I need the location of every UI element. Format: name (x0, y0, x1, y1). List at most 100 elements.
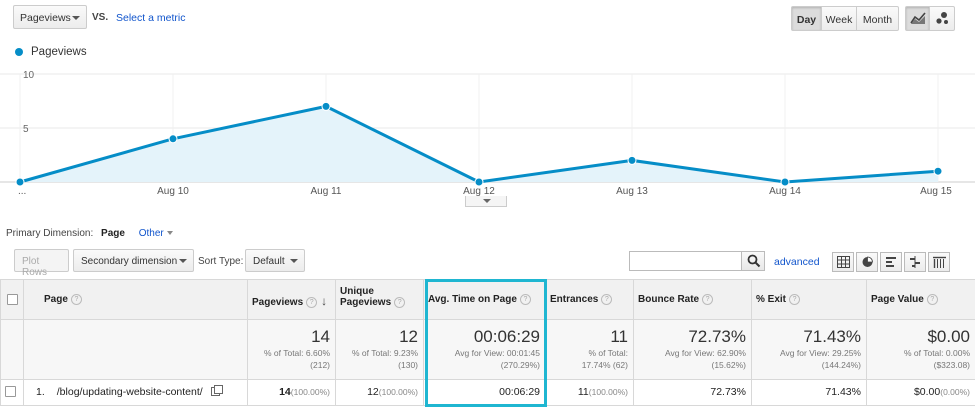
chevron-down-icon (179, 259, 187, 263)
header-page[interactable]: Page? (23, 279, 248, 320)
row-exit: 71.43% (751, 379, 867, 406)
row-value: 00:06:29 (499, 386, 540, 398)
row-value: $0.00 (913, 386, 941, 398)
data-point (627, 155, 637, 165)
total-sub: (270.29%) (500, 360, 540, 370)
header-unique-pageviews[interactable]: Unique Pageviews? (335, 279, 424, 320)
data-point (168, 134, 178, 144)
help-icon[interactable]: ? (70, 294, 82, 305)
header-unique-label-line1: Unique (340, 286, 374, 297)
totals-empty-cell (23, 319, 248, 380)
series-area (20, 106, 938, 182)
sort-type-label: Sort Type: (198, 256, 244, 267)
period-week-button[interactable]: Week (821, 6, 857, 31)
dimension-page-option[interactable]: Page (101, 228, 125, 239)
help-icon[interactable]: ? (926, 294, 938, 305)
row-index: 1. (36, 386, 45, 398)
search-button[interactable] (741, 251, 765, 271)
total-value: 71.43% (803, 327, 861, 346)
help-icon[interactable]: ? (306, 296, 318, 308)
header-exit-label: % Exit (756, 294, 787, 306)
row-checkbox-cell (0, 379, 24, 406)
metric-dropdown[interactable]: Pageviews (13, 5, 87, 29)
help-icon[interactable]: ? (601, 294, 613, 305)
pivot-icon (933, 256, 946, 268)
header-page-value[interactable]: Page Value? (866, 279, 975, 320)
table-search-input[interactable] (629, 251, 742, 271)
data-point (474, 177, 484, 187)
header-avg-time[interactable]: Avg. Time on Page? (423, 279, 546, 320)
y-tick-label: 5 (23, 124, 29, 135)
x-tick-label: ... (18, 186, 26, 197)
grid-icon (837, 256, 850, 268)
header-pageviews[interactable]: Pageviews? ↓ (247, 279, 336, 320)
row-unique-pageviews: 12(100.00%) (335, 379, 424, 406)
select-metric-link[interactable]: Select a metric (116, 12, 186, 24)
header-bounce-rate[interactable]: Bounce Rate? (633, 279, 752, 320)
table-view-button[interactable] (832, 252, 854, 272)
x-tick-label: Aug 11 (311, 186, 342, 197)
header-entrances[interactable]: Entrances? (545, 279, 634, 320)
help-icon[interactable]: ? (702, 294, 714, 305)
chevron-down-icon (483, 199, 491, 203)
total-entrances: 11 % of Total: 17.74% (62) (545, 319, 634, 380)
row-page-link[interactable]: /blog/updating-website-content/ (56, 386, 203, 398)
total-avg-time: 00:06:29 Avg for View: 00:01:45 (270.29%) (423, 319, 546, 380)
motion-chart-button[interactable] (929, 6, 955, 31)
metric-dropdown-label: Pageviews (20, 12, 71, 24)
data-point (780, 177, 790, 187)
row-pct: (100.00%) (378, 387, 418, 397)
percentage-view-button[interactable] (856, 252, 878, 272)
total-sub: Avg for View: 00:01:45 (454, 348, 540, 358)
totals-row: 14 % of Total: 6.60% (212) 12 % of Total: 9… (0, 319, 975, 380)
total-sub: (15.62%) (711, 360, 747, 370)
header-page-label: Page (44, 294, 68, 306)
total-sub: % of Total: 9.23% (352, 348, 418, 358)
total-page-value: $0.00 % of Total: 0.00% ($323.08) (866, 319, 975, 380)
data-point (933, 166, 943, 176)
total-value: 11 (610, 327, 628, 346)
select-all-cell (0, 279, 24, 320)
row-value: 14 (279, 386, 291, 398)
chevron-down-icon (72, 16, 80, 20)
advanced-filter-link[interactable]: advanced (774, 256, 820, 268)
pageviews-line-chart: 5 10... Aug 10 Aug 11 Aug 12 Aug 13 Aug 14 Aug … (0, 70, 975, 197)
pivot-view-button[interactable] (928, 252, 950, 272)
period-day-button[interactable]: Day (791, 6, 822, 31)
total-value: $0.00 (927, 327, 970, 346)
period-month-button[interactable]: Month (856, 6, 899, 31)
select-all-checkbox[interactable] (7, 294, 18, 305)
performance-view-button[interactable] (880, 252, 902, 272)
row-checkbox[interactable] (5, 386, 16, 397)
x-tick-label: Aug 15 (920, 186, 952, 197)
external-link-icon[interactable] (210, 385, 223, 396)
header-entrances-label: Entrances (550, 294, 599, 306)
secondary-dimension-dropdown[interactable]: Secondary dimension (73, 249, 194, 272)
total-sub: % of Total: (588, 348, 628, 358)
total-sub: (130) (398, 360, 418, 370)
row-avg-time: 00:06:29 (423, 379, 546, 406)
row-pct: (0.00%) (940, 387, 970, 397)
search-icon (747, 254, 761, 268)
help-icon[interactable]: ? (394, 297, 406, 308)
total-sub: ($323.08) (933, 360, 970, 370)
total-value: 72.73% (688, 327, 746, 346)
help-icon[interactable]: ? (789, 294, 801, 305)
row-page-cell: 1. /blog/updating-website-content/ (23, 379, 248, 406)
total-sub: (144.24%) (821, 360, 861, 370)
line-chart-button[interactable] (905, 6, 930, 31)
total-pageviews: 14 % of Total: 6.60% (212) (247, 319, 336, 380)
comparison-view-button[interactable] (904, 252, 926, 272)
sort-type-dropdown[interactable]: Default (245, 249, 305, 272)
header-bounce-label: Bounce Rate (638, 294, 700, 306)
plot-rows-button[interactable]: Plot Rows (14, 249, 69, 278)
chart-collapse-handle[interactable] (465, 196, 507, 207)
primary-dimension-label: Primary Dimension: (6, 228, 94, 239)
vs-label: VS. (92, 12, 109, 23)
comparison-icon (910, 256, 920, 268)
header-exit[interactable]: % Exit? (751, 279, 867, 320)
dimension-other-link[interactable]: Other (139, 228, 173, 239)
x-tick-label: Aug 12 (463, 186, 495, 197)
help-icon[interactable]: ? (519, 294, 531, 305)
row-pct: (100.00%) (588, 387, 628, 397)
